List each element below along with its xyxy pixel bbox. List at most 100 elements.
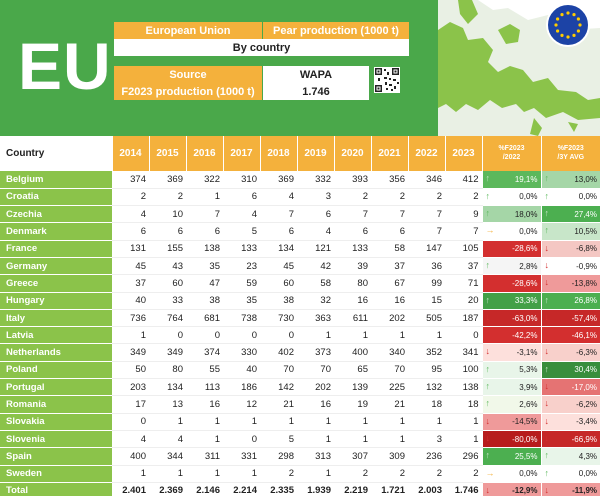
year-header-2023: 2023 bbox=[444, 136, 482, 171]
value-cell: 1 bbox=[149, 413, 186, 431]
value-cell: 3 bbox=[297, 188, 334, 207]
value-cell: 33 bbox=[149, 292, 186, 310]
country-name: Latvia bbox=[0, 326, 112, 345]
table-row: Romania 17 13 16 12 21 16 19 21 18 18 ↑ 2,6% ↓ -6,2% bbox=[0, 395, 600, 414]
value-cell: 738 bbox=[223, 309, 260, 328]
value-cell: 18 bbox=[408, 395, 445, 414]
arrow-down-icon: ↓ bbox=[485, 484, 491, 495]
arrow-up-icon: ↑ bbox=[485, 381, 491, 392]
value-cell: 344 bbox=[149, 447, 186, 466]
value-cell: 12 bbox=[223, 395, 260, 414]
value-cell: 764 bbox=[149, 309, 186, 328]
header: EU European Union Pear production (1000 … bbox=[0, 0, 600, 136]
value-cell: 296 bbox=[445, 447, 482, 466]
metric-label: Pear production (1000 t) bbox=[263, 22, 409, 39]
europe-map bbox=[438, 0, 600, 136]
pct-header-line: %F2023 bbox=[557, 145, 584, 153]
value-cell: 356 bbox=[371, 171, 408, 189]
value-cell: 45 bbox=[112, 257, 149, 276]
value-cell: 1 bbox=[371, 413, 408, 431]
pct-header-line: /2022 bbox=[502, 153, 521, 161]
value-cell: 2 bbox=[371, 465, 408, 483]
value-cell: 340 bbox=[371, 343, 408, 362]
pct-vs-2022-cell: ↑ 25,5% bbox=[481, 447, 541, 466]
pct-value: 33,3% bbox=[514, 296, 538, 306]
pct-vs-3y-avg-cell: ↑ 26,8% bbox=[540, 292, 600, 310]
value-cell: 681 bbox=[186, 309, 223, 328]
table-row: Sweden 1 1 1 1 2 1 2 2 2 2 → 0,0% ↑ 0,0% bbox=[0, 465, 600, 483]
value-cell: 2.335 bbox=[260, 481, 297, 496]
value-cell: 7 bbox=[371, 205, 408, 224]
pct-vs-3y-avg-cell: ↓ -13,8% bbox=[540, 274, 600, 293]
eu-logo: EU bbox=[18, 29, 112, 103]
arrow-up-icon: ↑ bbox=[544, 294, 550, 305]
region-label: European Union bbox=[114, 22, 262, 39]
arrow-down-icon: ↓ bbox=[544, 432, 550, 443]
value-cell: 1.721 bbox=[371, 481, 408, 496]
arrow-down-icon: ↓ bbox=[485, 432, 491, 443]
value-cell: 6 bbox=[186, 222, 223, 241]
value-cell: 131 bbox=[112, 240, 149, 258]
value-cell: 38 bbox=[260, 292, 297, 310]
value-cell: 2.003 bbox=[408, 481, 445, 496]
year-header-2020: 2020 bbox=[333, 136, 371, 171]
value-cell: 7 bbox=[445, 222, 482, 241]
value-cell: 349 bbox=[149, 343, 186, 362]
value-cell: 3 bbox=[408, 430, 445, 449]
arrow-down-icon: ↓ bbox=[544, 259, 550, 270]
arrow-down-icon: ↓ bbox=[544, 311, 550, 322]
value-cell: 400 bbox=[334, 343, 371, 362]
table-row: Hungary 40 33 38 35 38 32 16 16 15 20 ↑ 33,3% ↑ 26,8% bbox=[0, 292, 600, 310]
value-cell: 346 bbox=[408, 171, 445, 189]
pct-value: -6,2% bbox=[576, 400, 597, 409]
pct-vs-3y-avg-cell: ↑ 4,3% bbox=[540, 447, 600, 466]
arrow-up-icon: ↑ bbox=[485, 294, 491, 305]
value-cell: 611 bbox=[334, 309, 371, 328]
value-cell: 7 bbox=[408, 205, 445, 224]
value-cell: 15 bbox=[408, 292, 445, 310]
value-cell: 369 bbox=[260, 171, 297, 189]
pct-value: -17,0% bbox=[571, 382, 597, 392]
value-cell: 393 bbox=[334, 171, 371, 189]
value-cell: 71 bbox=[445, 274, 482, 293]
value-cell: 2 bbox=[371, 188, 408, 207]
arrow-up-icon: ↑ bbox=[544, 450, 550, 461]
value-cell: 16 bbox=[297, 395, 334, 414]
table-row: Germany 45 43 35 23 45 42 39 37 36 37 ↑ 2,8% ↓ -0,9% bbox=[0, 257, 600, 276]
value-cell: 4 bbox=[260, 188, 297, 207]
country-name: Romania bbox=[0, 395, 112, 414]
pct-value: 0,0% bbox=[519, 227, 538, 237]
value-cell: 311 bbox=[186, 447, 223, 466]
pct-value: 0,0% bbox=[578, 192, 597, 202]
arrow-up-icon: ↑ bbox=[544, 467, 550, 478]
breakdown-label: By country bbox=[114, 39, 409, 56]
value-cell: 0 bbox=[223, 326, 260, 345]
country-name: Croatia bbox=[0, 188, 112, 207]
table-row: Poland 50 80 55 40 70 70 65 70 95 100 ↑ 5,3% ↑ 30,4% bbox=[0, 361, 600, 380]
pct-value: -13,8% bbox=[571, 278, 597, 288]
table-row: Italy 736 764 681 738 730 363 611 202 505 187 ↓ -63,… bbox=[0, 309, 600, 328]
value-cell: 298 bbox=[260, 447, 297, 466]
value-cell: 35 bbox=[223, 292, 260, 310]
value-cell: 58 bbox=[371, 240, 408, 258]
value-cell: 42 bbox=[297, 257, 334, 276]
country-name: Slovakia bbox=[0, 413, 112, 431]
value-cell: 60 bbox=[260, 274, 297, 293]
value-cell: 322 bbox=[186, 171, 223, 189]
pct-value: 18,0% bbox=[514, 209, 538, 219]
pct-vs-3y-avg-cell: ↓ -11,9% bbox=[540, 481, 600, 496]
value-cell: 374 bbox=[186, 343, 223, 362]
value-cell: 16 bbox=[186, 395, 223, 414]
value-cell: 1 bbox=[334, 326, 371, 345]
value-cell: 202 bbox=[371, 309, 408, 328]
country-name: Germany bbox=[0, 257, 112, 276]
value-cell: 4 bbox=[149, 430, 186, 449]
table-row: Netherlands 349 349 374 330 402 373 400 340 352 34… bbox=[0, 343, 600, 362]
pct-vs-3y-avg-cell: ↓ -17,0% bbox=[540, 378, 600, 397]
pct-value: -28,6% bbox=[512, 278, 538, 288]
value-cell: 65 bbox=[334, 361, 371, 380]
value-cell: 37 bbox=[371, 257, 408, 276]
pct-header-line: %F2023 bbox=[498, 145, 525, 153]
value-cell: 412 bbox=[445, 171, 482, 189]
pct-header-line: /3Y AVG bbox=[557, 153, 585, 161]
